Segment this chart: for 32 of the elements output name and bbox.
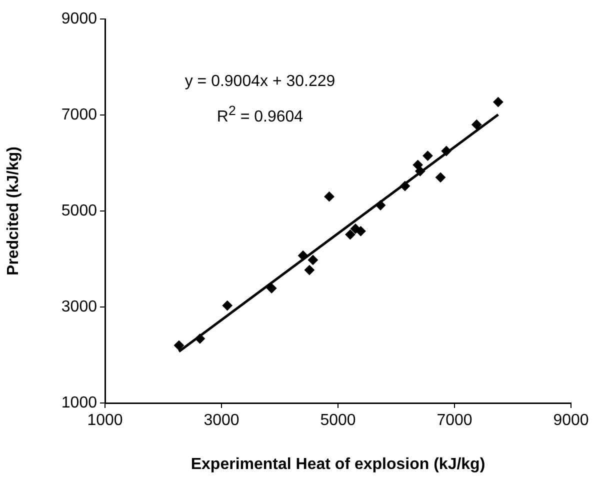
annotation: y = 0.9004x + 30.229 bbox=[184, 73, 336, 91]
point bbox=[422, 150, 433, 161]
point bbox=[174, 340, 184, 350]
x-tick-label: 3000 bbox=[204, 412, 240, 430]
x-tick-label: 5000 bbox=[320, 412, 356, 430]
x-tick-label: 1000 bbox=[87, 412, 123, 430]
point bbox=[324, 192, 334, 202]
point bbox=[376, 200, 386, 210]
x-tick-label: 7000 bbox=[436, 412, 472, 430]
point bbox=[298, 250, 308, 261]
y-tick-label: 9000 bbox=[61, 10, 98, 28]
point bbox=[194, 334, 205, 344]
x-axis-title: Experimental Heat of explosion (kJ/kg) bbox=[190, 456, 486, 473]
point bbox=[356, 226, 366, 236]
y-tick-label: 7000 bbox=[61, 106, 98, 124]
point bbox=[222, 300, 232, 311]
y-tick-label: 1000 bbox=[61, 394, 98, 412]
point bbox=[436, 172, 446, 182]
point bbox=[493, 97, 504, 108]
point bbox=[308, 254, 318, 265]
annotation: R$^{2}$ = 0.9604 bbox=[216, 103, 304, 126]
point bbox=[345, 230, 356, 240]
point bbox=[441, 146, 452, 156]
point bbox=[415, 166, 426, 176]
point bbox=[472, 120, 482, 130]
y-tick-label: 5000 bbox=[61, 202, 98, 220]
point bbox=[304, 265, 314, 276]
point bbox=[266, 283, 277, 294]
x-tick-label: 9000 bbox=[553, 412, 589, 430]
y-axis-title: Predcited (kJ/kg) bbox=[5, 146, 22, 276]
point bbox=[400, 181, 410, 192]
y-tick-label: 3000 bbox=[61, 298, 98, 316]
